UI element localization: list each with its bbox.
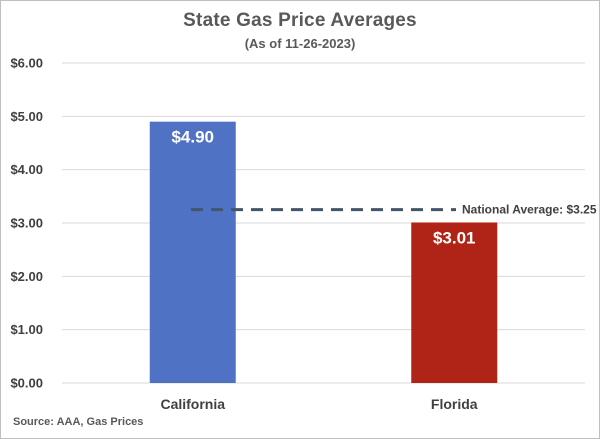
gridlines (62, 62, 585, 384)
y-tick-label: $3.00 (10, 216, 43, 231)
y-tick-label: $0.00 (10, 376, 43, 391)
chart-source: Source: AAA, Gas Prices (13, 416, 144, 428)
chart-title: State Gas Price Averages (183, 10, 417, 31)
national-average-label: National Average: $3.25 (462, 203, 597, 217)
chart-subtitle: (As of 11-26-2023) (244, 36, 356, 51)
reference-line-group: National Average: $3.25 (191, 203, 597, 217)
y-tick-label: $4.00 (10, 162, 43, 177)
bars: $4.90 $3.01 (149, 121, 498, 384)
y-tick-label: $5.00 (10, 109, 43, 124)
y-tick-label: $1.00 (10, 322, 43, 337)
y-axis-tick-labels: $0.00 $1.00 $2.00 $3.00 $4.00 $5.00 $6.00 (10, 56, 43, 391)
category-label-florida: Florida (431, 396, 478, 412)
y-tick-label: $2.00 (10, 269, 43, 284)
category-label-california: California (160, 396, 225, 412)
x-axis-category-labels: California Florida (160, 396, 477, 412)
y-tick-label: $6.00 (10, 56, 43, 71)
bar-california (149, 121, 236, 384)
data-label-california: $4.90 (171, 128, 214, 147)
bar-florida (411, 222, 498, 383)
data-label-florida: $3.01 (433, 228, 476, 247)
